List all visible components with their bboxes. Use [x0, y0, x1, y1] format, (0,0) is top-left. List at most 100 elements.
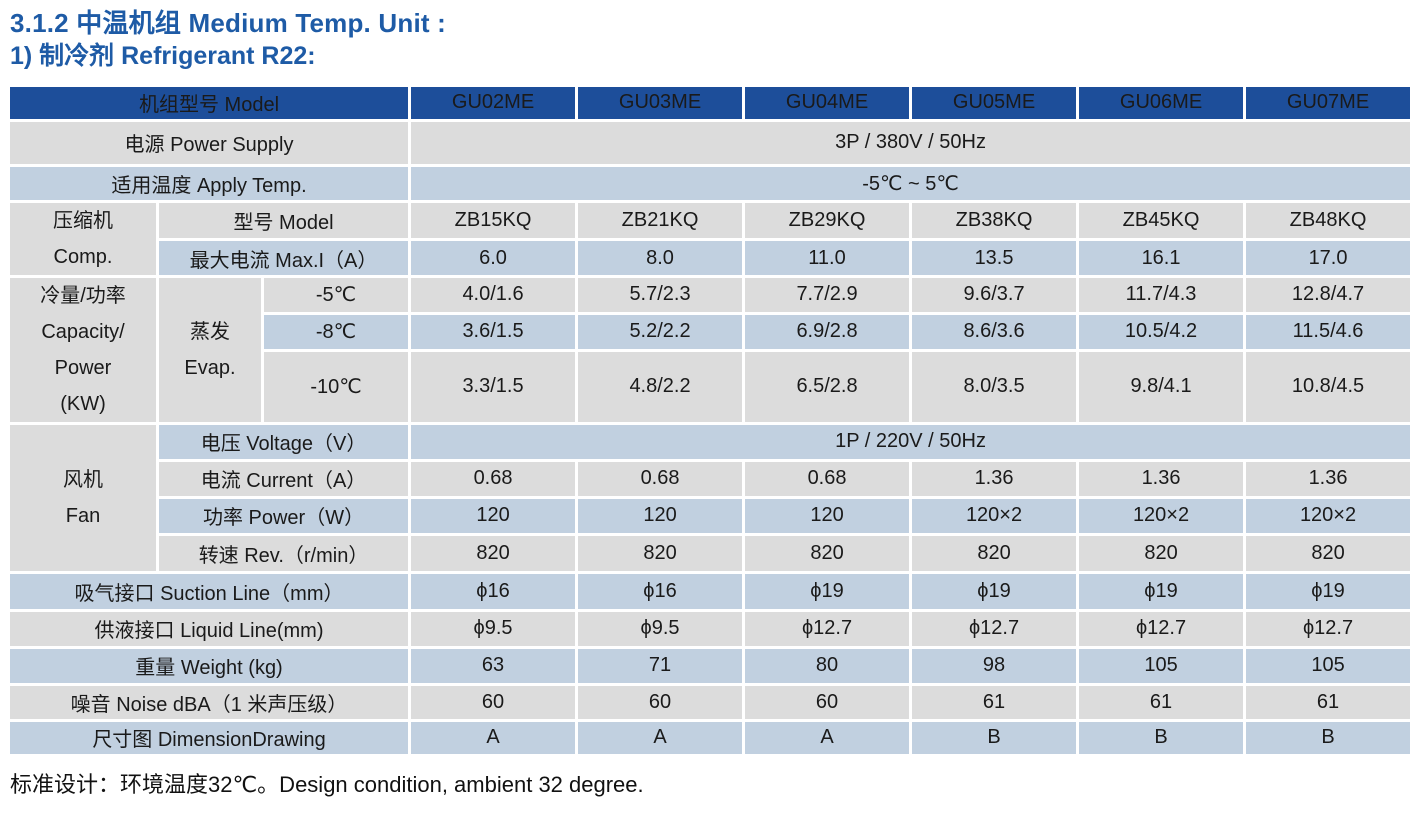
fan-current-value: 1.36 [912, 461, 1077, 496]
compressor-model-label: 型号 Model [159, 202, 409, 239]
max-current-value: 6.0 [411, 241, 576, 275]
suction-line-value: ϕ16 [578, 573, 743, 609]
dimension-drawing-value: A [411, 721, 576, 754]
evap-minus10-label: -10℃ [264, 351, 409, 422]
fan-rev-value: 820 [578, 535, 743, 571]
fan-power-value: 120×2 [1246, 498, 1411, 533]
capacity-minus10-value: 6.5/2.8 [745, 351, 910, 422]
weight-value: 98 [912, 648, 1077, 683]
capacity-minus10-value: 3.3/1.5 [411, 351, 576, 422]
compressor-model-value: ZB48KQ [1246, 202, 1411, 239]
fan-voltage-label: 电压 Voltage（V） [159, 424, 409, 459]
max-current-value: 16.1 [1079, 241, 1244, 275]
apply-temp-row: 适用温度 Apply Temp. -5℃ ~ 5℃ [10, 166, 1411, 200]
fan-current-value: 0.68 [578, 461, 743, 496]
compressor-model-value: ZB21KQ [578, 202, 743, 239]
model-column-header: GU06ME [1079, 86, 1244, 119]
capacity-minus10-value: 9.8/4.1 [1079, 351, 1244, 422]
fan-rev-value: 820 [1246, 535, 1411, 571]
suction-line-value: ϕ19 [912, 573, 1077, 609]
fan-power-label: 功率 Power（W） [159, 498, 409, 533]
dimension-drawing-row: 尺寸图 DimensionDrawing A A A B B B [10, 721, 1411, 754]
fan-current-value: 0.68 [411, 461, 576, 496]
capacity-minus5-value: 4.0/1.6 [411, 277, 576, 312]
compressor-model-row: 压缩机 Comp. 型号 Model ZB15KQ ZB21KQ ZB29KQ … [10, 202, 1411, 275]
dimension-drawing-label: 尺寸图 DimensionDrawing [10, 721, 409, 754]
compressor-model-value: ZB38KQ [912, 202, 1077, 239]
liquid-line-value: ϕ12.7 [745, 611, 910, 646]
fan-power-value: 120 [745, 498, 910, 533]
suction-line-value: ϕ19 [1079, 573, 1244, 609]
apply-temp-label: 适用温度 Apply Temp. [10, 166, 409, 200]
liquid-line-value: ϕ9.5 [411, 611, 576, 646]
capacity-group-label: 冷量/功率 Capacity/ Power (KW) [10, 277, 156, 422]
spec-table: 机组型号 Model GU02ME GU03ME GU04ME GU05ME G… [7, 84, 1413, 757]
model-column-header: GU05ME [912, 86, 1077, 119]
noise-value: 60 [578, 685, 743, 719]
fan-rev-value: 820 [912, 535, 1077, 571]
noise-value: 61 [1079, 685, 1244, 719]
fan-current-row: 电流 Current（A） 0.68 0.68 0.68 1.36 1.36 1… [10, 461, 1411, 496]
evap-minus8-label: -8℃ [264, 314, 409, 349]
fan-voltage-value: 1P / 220V / 50Hz [411, 424, 1411, 459]
capacity-minus5-value: 5.7/2.3 [578, 277, 743, 312]
dimension-drawing-value: A [578, 721, 743, 754]
max-current-label: 最大电流 Max.I（A） [159, 241, 409, 275]
fan-rev-row: 转速 Rev.（r/min） 820 820 820 820 820 820 [10, 535, 1411, 571]
suction-line-row: 吸气接口 Suction Line（mm） ϕ16 ϕ16 ϕ19 ϕ19 ϕ1… [10, 573, 1411, 609]
compressor-max-current-row: 最大电流 Max.I（A） 6.0 8.0 11.0 13.5 16.1 17.… [10, 241, 1411, 275]
compressor-model-value: ZB29KQ [745, 202, 910, 239]
fan-power-row: 功率 Power（W） 120 120 120 120×2 120×2 120×… [10, 498, 1411, 533]
liquid-line-value: ϕ9.5 [578, 611, 743, 646]
fan-power-value: 120 [578, 498, 743, 533]
weight-value: 105 [1079, 648, 1244, 683]
weight-value: 63 [411, 648, 576, 683]
capacity-minus10-value: 8.0/3.5 [912, 351, 1077, 422]
capacity-minus10-value: 10.8/4.5 [1246, 351, 1411, 422]
capacity-minus5-row: 冷量/功率 Capacity/ Power (KW) 蒸发 Evap. -5℃ … [10, 277, 1411, 422]
suction-line-value: ϕ19 [745, 573, 910, 609]
noise-label: 噪音 Noise dBA（1 米声压级） [10, 685, 409, 719]
liquid-line-value: ϕ12.7 [1079, 611, 1244, 646]
noise-value: 60 [745, 685, 910, 719]
weight-value: 71 [578, 648, 743, 683]
weight-value: 80 [745, 648, 910, 683]
table-header-row: 机组型号 Model GU02ME GU03ME GU04ME GU05ME G… [10, 86, 1411, 119]
liquid-line-label: 供液接口 Liquid Line(mm) [10, 611, 409, 646]
fan-rev-label: 转速 Rev.（r/min） [159, 535, 409, 571]
dimension-drawing-value: A [745, 721, 910, 754]
capacity-minus8-value: 5.2/2.2 [578, 314, 743, 349]
capacity-minus8-value: 10.5/4.2 [1079, 314, 1244, 349]
fan-power-value: 120×2 [1079, 498, 1244, 533]
capacity-minus5-value: 9.6/3.7 [912, 277, 1077, 312]
capacity-minus5-value: 11.7/4.3 [1079, 277, 1244, 312]
model-column-header: GU07ME [1246, 86, 1411, 119]
suction-line-label: 吸气接口 Suction Line（mm） [10, 573, 409, 609]
evap-group-label: 蒸发 Evap. [159, 277, 261, 422]
liquid-line-row: 供液接口 Liquid Line(mm) ϕ9.5 ϕ9.5 ϕ12.7 ϕ12… [10, 611, 1411, 646]
fan-rev-value: 820 [411, 535, 576, 571]
fan-current-label: 电流 Current（A） [159, 461, 409, 496]
capacity-minus8-row: -8℃ 3.6/1.5 5.2/2.2 6.9/2.8 8.6/3.6 10.5… [10, 314, 1411, 349]
suction-line-value: ϕ19 [1246, 573, 1411, 609]
fan-current-value: 1.36 [1246, 461, 1411, 496]
max-current-value: 17.0 [1246, 241, 1411, 275]
noise-row: 噪音 Noise dBA（1 米声压级） 60 60 60 61 61 61 [10, 685, 1411, 719]
fan-current-value: 1.36 [1079, 461, 1244, 496]
liquid-line-value: ϕ12.7 [912, 611, 1077, 646]
apply-temp-value: -5℃ ~ 5℃ [411, 166, 1411, 200]
fan-current-value: 0.68 [745, 461, 910, 496]
fan-voltage-row: 风机 Fan 电压 Voltage（V） 1P / 220V / 50Hz [10, 424, 1411, 571]
section-title: 3.1.2 中温机组 Medium Temp. Unit : [10, 8, 447, 38]
weight-label: 重量 Weight (kg) [10, 648, 409, 683]
capacity-minus8-value: 3.6/1.5 [411, 314, 576, 349]
evap-minus5-label: -5℃ [264, 277, 409, 312]
fan-rev-value: 820 [1079, 535, 1244, 571]
capacity-minus10-row: -10℃ 3.3/1.5 4.8/2.2 6.5/2.8 8.0/3.5 9.8… [10, 351, 1411, 422]
liquid-line-value: ϕ12.7 [1246, 611, 1411, 646]
compressor-model-value: ZB45KQ [1079, 202, 1244, 239]
capacity-minus8-value: 11.5/4.6 [1246, 314, 1411, 349]
model-column-header: GU03ME [578, 86, 743, 119]
dimension-drawing-value: B [1079, 721, 1244, 754]
